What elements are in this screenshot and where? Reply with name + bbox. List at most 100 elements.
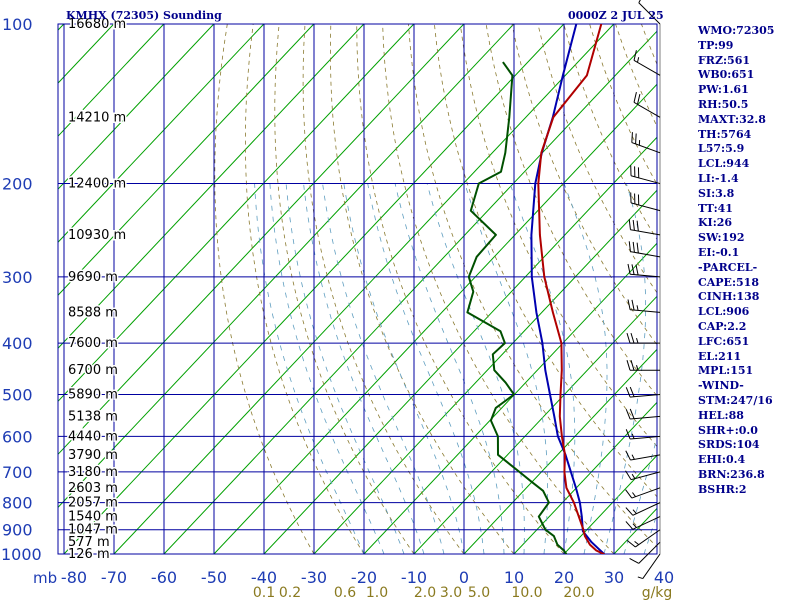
pressure-tick-label: 400 xyxy=(2,334,33,353)
height-label: 1540 m xyxy=(68,510,118,525)
pressure-tick-label: 600 xyxy=(2,427,33,446)
temperature-tick-label: -30 xyxy=(301,568,327,587)
dry-adiabat-line xyxy=(434,24,657,498)
parcel-trace xyxy=(530,24,606,554)
stat-item: TT:41 xyxy=(698,201,733,215)
stat-item: LCL:944 xyxy=(698,157,750,171)
wind-barb-staff xyxy=(631,142,661,154)
temperature-tick-label: -40 xyxy=(251,568,277,587)
height-label: 8588 m xyxy=(68,305,118,320)
stat-item: EHI:0.4 xyxy=(698,453,746,467)
wind-barb xyxy=(625,470,661,481)
isotherm-line xyxy=(563,454,657,554)
pressure-tick-label: 100 xyxy=(2,15,33,34)
stat-item: LFC:651 xyxy=(698,334,750,348)
dry-adiabat-line xyxy=(408,24,657,548)
dry-adiabat-line xyxy=(511,24,657,346)
mixing-ratio-label: 0.1 xyxy=(253,585,275,600)
mixing-ratio-label: 0.6 xyxy=(334,585,356,600)
stat-item: RH:50.5 xyxy=(698,97,749,111)
wind-barb-half-flag xyxy=(637,576,643,580)
wind-barb-flag xyxy=(625,470,632,480)
wind-barb xyxy=(625,516,661,530)
wind-barb-staff xyxy=(642,553,661,579)
height-label: 3180 m xyxy=(68,465,118,480)
wind-barb-flag xyxy=(629,386,635,397)
sounding-traces xyxy=(466,24,606,554)
wind-barb-half-flag xyxy=(632,523,637,528)
wind-barb xyxy=(630,165,661,185)
temperature-tick-label: -20 xyxy=(351,568,377,587)
temperature-tick-label: 20 xyxy=(554,568,574,587)
stat-item: HEL:88 xyxy=(698,408,744,422)
isotherm-lines xyxy=(58,24,657,554)
stat-item: CAPE:518 xyxy=(698,275,759,289)
height-label: 6700 m xyxy=(68,363,118,378)
wind-barb-staff xyxy=(633,59,661,76)
wind-barb xyxy=(637,553,661,580)
wind-barb-flag xyxy=(627,299,631,310)
moist-adiabat-line xyxy=(322,183,445,554)
wind-barb-staff xyxy=(630,175,661,185)
isotherm-line xyxy=(413,295,657,554)
mixing-ratio-label: 5.0 xyxy=(468,585,490,600)
moist-adiabat-line xyxy=(303,183,425,554)
height-label: 2603 m xyxy=(68,481,118,496)
wind-barb xyxy=(628,241,661,258)
sounding-title: KMHX (72305) Sounding xyxy=(66,9,222,22)
wind-barb-flag xyxy=(625,409,631,420)
stat-item: PW:1.61 xyxy=(698,83,749,97)
height-label: 14210 m xyxy=(68,110,126,125)
stat-item: SRDS:104 xyxy=(698,438,760,452)
stat-item: L57:5.9 xyxy=(698,142,745,156)
wind-barb-flag xyxy=(633,92,637,103)
height-label: 3790 m xyxy=(68,448,118,463)
wind-barb xyxy=(626,529,661,548)
temperature-tick-label: 30 xyxy=(604,568,624,587)
stat-item: FRZ:561 xyxy=(698,53,751,67)
wind-barb-flag xyxy=(635,264,639,276)
wind-barb-flag xyxy=(628,219,631,230)
temperature-tick-label: 40 xyxy=(654,568,674,587)
pressure-tick-label: 200 xyxy=(2,175,33,194)
wind-barb xyxy=(630,192,661,212)
moist-adiabat-line xyxy=(254,183,365,554)
wind-barb-staff xyxy=(631,487,661,499)
pressure-tick-label: 1000 xyxy=(1,545,42,564)
wind-barb xyxy=(627,299,661,313)
wind-barb-flag xyxy=(625,521,634,530)
pressure-axis-label: mb xyxy=(33,569,57,587)
pressure-tick-label: 700 xyxy=(2,463,33,482)
isotherm-line xyxy=(58,24,365,350)
wind-barb-flag xyxy=(627,263,631,275)
wind-barb xyxy=(629,541,661,564)
wind-barb-flag xyxy=(629,558,640,564)
wind-barb-flag xyxy=(629,408,635,419)
wind-barb xyxy=(626,332,660,344)
wind-barb-staff xyxy=(630,435,661,440)
stat-item: WMO:72305 xyxy=(698,24,775,37)
wind-barb-staff xyxy=(630,251,661,258)
temperature-tick-label: -60 xyxy=(151,568,177,587)
temperature-trace xyxy=(537,24,606,554)
wind-barb-flag xyxy=(631,299,635,311)
isotherm-line xyxy=(58,24,315,296)
stat-item: SW:192 xyxy=(698,231,745,245)
wind-barb-flag xyxy=(632,219,635,231)
wind-barb-flag xyxy=(631,264,635,275)
wind-barb-flag xyxy=(628,241,631,252)
stat-item: STM:247/16 xyxy=(698,393,773,407)
height-label: 5890 m xyxy=(68,387,118,402)
wind-barb-staff xyxy=(630,202,661,212)
plot-frame xyxy=(57,23,658,555)
stat-item: BSHR:2 xyxy=(698,482,747,496)
wind-barb-half-flag xyxy=(632,492,636,497)
wind-barb xyxy=(625,408,661,420)
wind-barb-staff xyxy=(638,541,661,564)
wind-barb-staff xyxy=(638,2,661,25)
moist-adiabat-lines xyxy=(254,183,657,554)
wind-barb-half-flag xyxy=(634,541,640,546)
mixing-ratio-unit-label: g/kg xyxy=(642,585,673,600)
